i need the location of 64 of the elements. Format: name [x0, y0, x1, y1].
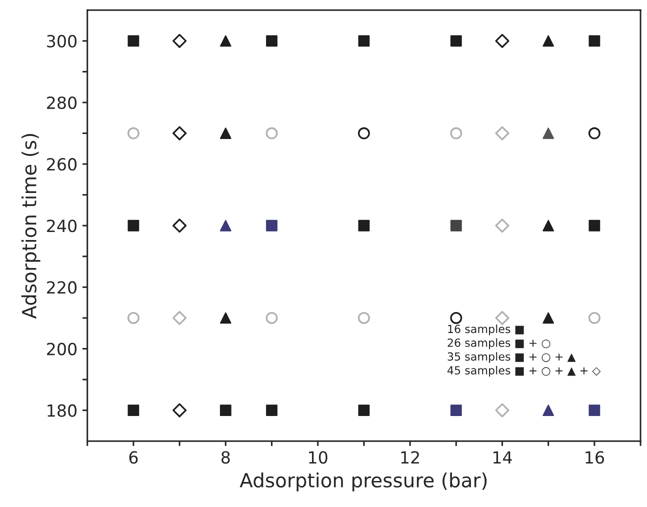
point: [495, 310, 510, 326]
point: [266, 220, 278, 232]
y-tick-label: 280: [47, 96, 77, 110]
y-tick-label: 180: [48, 404, 77, 417]
y-axis-title: Adsorption time (s): [21, 134, 40, 319]
point: [542, 35, 554, 47]
point: [220, 312, 232, 324]
point: [542, 312, 554, 324]
x-tick-label: 16: [586, 451, 604, 464]
point: [542, 220, 554, 232]
point: [450, 127, 462, 140]
point: [220, 404, 232, 416]
point: [172, 34, 187, 48]
point: [172, 310, 187, 326]
point: [128, 404, 140, 416]
annotation: 16 samples ■: [448, 324, 524, 336]
point: [450, 404, 462, 416]
point: [172, 218, 187, 233]
point: [358, 127, 370, 140]
annotation: 35 samples ■ + ○ + ▲: [448, 352, 576, 363]
point: [450, 220, 462, 232]
annotation: 45 samples ■ + ○ + ▲ + ◇: [447, 366, 601, 377]
point: [450, 312, 462, 324]
point: [266, 127, 278, 140]
point: [172, 126, 187, 140]
point: [588, 404, 600, 416]
point: [358, 35, 370, 47]
point: [127, 127, 140, 140]
point: [220, 220, 232, 232]
point: [127, 312, 140, 324]
point: [358, 312, 370, 324]
point: [495, 126, 510, 140]
point: [172, 403, 187, 418]
y-tick-label: 300: [47, 34, 77, 48]
y-tick-label: 220: [47, 281, 77, 294]
x-axis-title: Adsorption pressure (bar): [240, 472, 487, 492]
point: [220, 35, 232, 47]
point: [542, 128, 554, 139]
point: [588, 312, 600, 324]
point: [266, 312, 278, 324]
annotation: 26 samples ■ + ○: [448, 338, 550, 350]
point: [588, 35, 600, 47]
x-tick-label: 12: [401, 451, 419, 464]
y-tick-label: 260: [47, 158, 77, 171]
point: [588, 127, 600, 140]
point: [495, 218, 510, 233]
y-tick-label: 200: [47, 342, 77, 356]
point: [542, 404, 554, 416]
point: [128, 35, 140, 47]
x-tick-label: 6: [129, 451, 138, 464]
x-tick-label: 14: [493, 451, 512, 464]
point: [358, 404, 370, 416]
point: [588, 220, 600, 232]
point: [495, 403, 510, 418]
y-tick-label: 240: [47, 220, 77, 232]
x-tick-label: 8: [221, 451, 230, 464]
point: [266, 404, 278, 416]
point: [128, 220, 140, 232]
x-tick-label: 10: [309, 451, 328, 464]
point: [450, 35, 462, 47]
point: [358, 220, 370, 232]
point: [266, 35, 278, 47]
point: [495, 34, 510, 48]
point: [220, 128, 232, 139]
